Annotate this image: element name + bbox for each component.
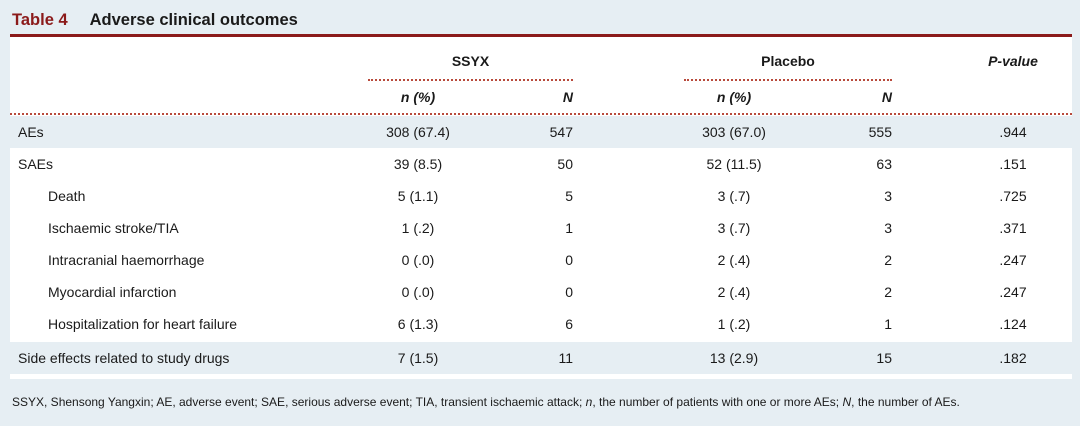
header-placebo-n-percent: n (%) bbox=[716, 89, 752, 105]
placebo-n-percent: 3 (.7) bbox=[717, 188, 751, 204]
row-label: Hospitalization for heart failure bbox=[48, 316, 238, 332]
p-value: .725 bbox=[999, 188, 1027, 204]
footnote-n-symbol: n bbox=[585, 395, 593, 409]
ssyx-N: 6 bbox=[565, 316, 573, 332]
ssyx-n-percent: 6 (1.3) bbox=[397, 316, 439, 332]
ssyx-N: 0 bbox=[565, 284, 573, 300]
table-row: Ischaemic stroke/TIA 1 (.2) 1 3 (.7) 3 .… bbox=[10, 212, 1072, 244]
ssyx-n-percent: 5 (1.1) bbox=[397, 188, 439, 204]
footnote-part3: , the number of AEs. bbox=[851, 395, 960, 409]
table-row: Intracranial haemorrhage 0 (.0) 0 2 (.4)… bbox=[10, 244, 1072, 276]
ssyx-N: 547 bbox=[549, 124, 573, 140]
ssyx-N: 5 bbox=[565, 188, 573, 204]
p-value: .247 bbox=[999, 284, 1027, 300]
row-label: Ischaemic stroke/TIA bbox=[48, 220, 179, 236]
placebo-N: 2 bbox=[884, 284, 892, 300]
row-label: AEs bbox=[18, 124, 44, 140]
placebo-N: 3 bbox=[884, 188, 892, 204]
ssyx-n-percent: 7 (1.5) bbox=[397, 350, 439, 366]
placebo-n-percent: 52 (11.5) bbox=[706, 156, 762, 172]
ssyx-N: 0 bbox=[565, 252, 573, 268]
placebo-N: 1 bbox=[884, 316, 892, 332]
p-value: .151 bbox=[999, 156, 1027, 172]
table-footnote: SSYX, Shensong Yangxin; AE, adverse even… bbox=[12, 395, 1072, 409]
table-row: Hospitalization for heart failure 6 (1.3… bbox=[10, 308, 1072, 340]
placebo-group-rule bbox=[684, 79, 892, 81]
footnote-part1: SSYX, Shensong Yangxin; AE, adverse even… bbox=[12, 395, 586, 409]
placebo-N: 2 bbox=[884, 252, 892, 268]
row-label: Side effects related to study drugs bbox=[18, 350, 230, 366]
title-rule bbox=[10, 34, 1072, 37]
placebo-N: 63 bbox=[876, 156, 892, 172]
ssyx-n-percent: 1 (.2) bbox=[401, 220, 435, 236]
p-value: .182 bbox=[999, 350, 1027, 366]
header-ssyx-N: N bbox=[562, 89, 573, 105]
table-title: Table 4 Adverse clinical outcomes bbox=[12, 6, 298, 34]
ssyx-n-percent: 0 (.0) bbox=[401, 252, 435, 268]
footnote-part2: , the number of patients with one or mor… bbox=[592, 395, 843, 409]
p-value: .371 bbox=[999, 220, 1027, 236]
header-ssyx-n-percent: n (%) bbox=[400, 89, 436, 105]
ssyx-N: 11 bbox=[558, 350, 573, 366]
ssyx-n-percent: 308 (67.4) bbox=[386, 124, 450, 140]
data-table: SSYX Placebo P-value n (%) N n (%) N AEs… bbox=[10, 37, 1072, 379]
placebo-n-percent: 2 (.4) bbox=[717, 252, 751, 268]
table-row: SAEs 39 (8.5) 50 52 (11.5) 63 .151 bbox=[10, 148, 1072, 180]
table-row: Side effects related to study drugs 7 (1… bbox=[10, 342, 1072, 374]
placebo-n-percent: 13 (2.9) bbox=[709, 350, 759, 366]
table-row: Myocardial infarction 0 (.0) 0 2 (.4) 2 … bbox=[10, 276, 1072, 308]
placebo-n-percent: 3 (.7) bbox=[717, 220, 751, 236]
footnote-N-symbol: N bbox=[842, 395, 852, 409]
ssyx-group-rule bbox=[368, 79, 573, 81]
p-value: .944 bbox=[999, 124, 1027, 140]
placebo-N: 15 bbox=[876, 350, 892, 366]
ssyx-N: 50 bbox=[557, 156, 573, 172]
p-value: .124 bbox=[999, 316, 1027, 332]
placebo-n-percent: 1 (.2) bbox=[717, 316, 751, 332]
header-rule bbox=[10, 113, 1072, 115]
header-ssyx: SSYX bbox=[451, 53, 490, 69]
header-pvalue: P-value bbox=[988, 53, 1038, 69]
placebo-n-percent: 303 (67.0) bbox=[702, 124, 766, 140]
ssyx-N: 1 bbox=[565, 220, 573, 236]
row-label: Death bbox=[48, 188, 86, 204]
header-placebo: Placebo bbox=[761, 53, 815, 69]
table-number: Table 4 bbox=[12, 10, 68, 29]
table-row: Death 5 (1.1) 5 3 (.7) 3 .725 bbox=[10, 180, 1072, 212]
header-placebo-N: N bbox=[881, 89, 892, 105]
placebo-n-percent: 2 (.4) bbox=[717, 284, 751, 300]
p-value: .247 bbox=[999, 252, 1027, 268]
ssyx-n-percent: 0 (.0) bbox=[401, 284, 435, 300]
row-label: SAEs bbox=[18, 156, 54, 172]
table-row: AEs 308 (67.4) 547 303 (67.0) 555 .944 bbox=[10, 116, 1072, 148]
placebo-N: 555 bbox=[868, 124, 892, 140]
row-label: Intracranial haemorrhage bbox=[48, 252, 205, 268]
row-label: Myocardial infarction bbox=[48, 284, 177, 300]
ssyx-n-percent: 39 (8.5) bbox=[393, 156, 443, 172]
table-caption: Adverse clinical outcomes bbox=[89, 10, 298, 29]
placebo-N: 3 bbox=[884, 220, 892, 236]
